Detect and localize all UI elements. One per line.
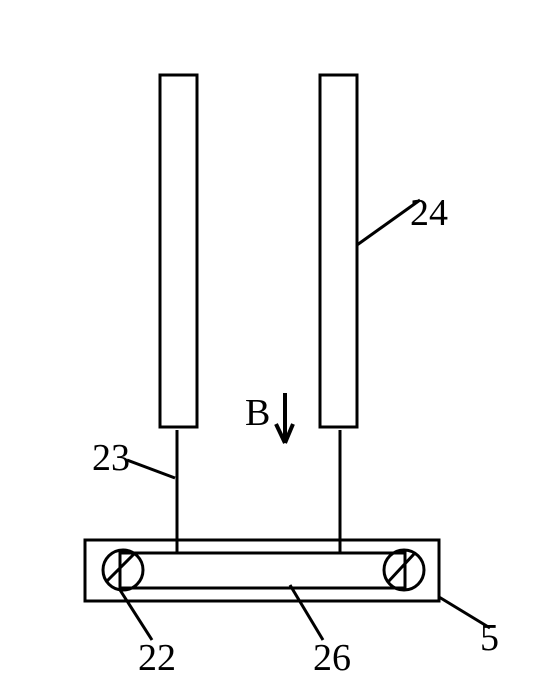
leader-23: [127, 460, 175, 478]
leader-26: [290, 585, 323, 640]
label-23: 23: [92, 437, 130, 479]
inner-bar: [120, 553, 405, 588]
label-26: 26: [313, 637, 351, 679]
right-tube: [320, 75, 357, 427]
base-rect: [85, 540, 439, 601]
label-24: 24: [410, 192, 448, 234]
right-wheel-chord: [388, 554, 414, 582]
leader-22: [120, 590, 152, 640]
label-B: B: [245, 392, 270, 434]
label-5: 5: [480, 617, 499, 659]
label-22: 22: [138, 637, 176, 679]
diagram-canvas: 24 23 22 26 5 B: [0, 0, 540, 685]
left-wheel: [103, 550, 143, 590]
left-tube: [160, 75, 197, 427]
